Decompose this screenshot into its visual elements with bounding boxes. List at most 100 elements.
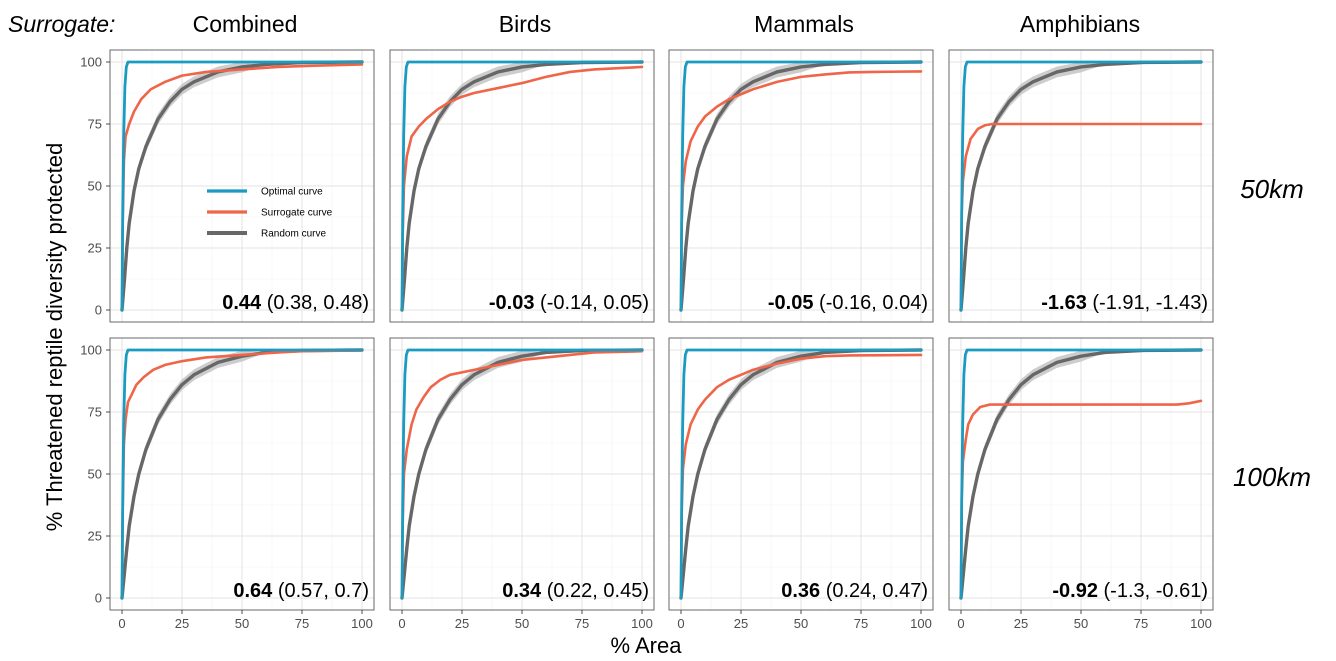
stat-ci: (-0.14, 0.05) — [534, 292, 649, 314]
x-tick-label: 0 — [118, 616, 125, 631]
y-tick-label: 25 — [88, 529, 102, 544]
stat-ci: (-1.3, -0.61) — [1098, 580, 1208, 602]
optimal-curve — [400, 60, 644, 312]
x-tick-label: 50 — [1074, 616, 1088, 631]
optimal-curve — [959, 348, 1203, 600]
stat-value: 0.34 — [502, 580, 542, 602]
panel-50km-amphibians: -1.63 (-1.91, -1.43) — [948, 49, 1214, 323]
y-tick-label: 50 — [88, 467, 102, 482]
y-tick-label: 50 — [88, 179, 102, 194]
x-tick-label: 50 — [794, 616, 808, 631]
x-tick-label: 100 — [351, 616, 373, 631]
optimal-curve — [959, 60, 1203, 312]
stat-value: -0.92 — [1052, 580, 1098, 602]
column-title-combined: Combined — [193, 11, 298, 37]
optimal-curve — [120, 348, 364, 600]
panel-100km-amphibians: 0 25 50 75 100 -0.92 (-1.3, -0.61) — [948, 337, 1214, 631]
surrogate-curve — [400, 65, 644, 312]
stat-value: -1.63 — [1041, 292, 1087, 314]
x-axis-title: % Area — [611, 633, 683, 658]
column-title-mammals: Mammals — [754, 11, 854, 37]
legend-label-optimal: Optimal curve — [261, 187, 323, 198]
column-title-birds: Birds — [499, 11, 551, 37]
x-tick-label: 25 — [455, 616, 469, 631]
panel-50km-mammals: -0.05 (-0.16, 0.04) — [668, 49, 934, 323]
column-titles: Combined Birds Mammals Amphibians — [193, 11, 1141, 37]
y-tick-label: 75 — [88, 405, 102, 420]
y-tick-label: 100 — [80, 55, 102, 70]
x-tick-label: 25 — [1014, 616, 1028, 631]
optimal-curve — [679, 60, 923, 312]
panel-border — [389, 49, 655, 323]
stat-annotation: -0.92 (-1.3, -0.61) — [1052, 580, 1208, 602]
x-tick-label: 100 — [631, 616, 653, 631]
random-curve — [959, 60, 1203, 312]
y-tick-label: 25 — [88, 241, 102, 256]
optimal-curve — [679, 348, 923, 600]
x-tick-label: 50 — [515, 616, 529, 631]
row-label-50km: 50km — [1240, 174, 1304, 204]
x-tick-label: 75 — [295, 616, 309, 631]
y-axis-title: % Threatened reptile diversity protected — [42, 143, 67, 531]
stat-ci: (0.57, 0.7) — [272, 580, 369, 602]
panels: 0 25 50 75 100 0.44 (0.38, 0.48) Optimal curve… — [80, 49, 1214, 631]
legend-label-random: Random curve — [261, 229, 326, 240]
y-tick-label: 0 — [95, 303, 102, 318]
y-tick-label: 75 — [88, 117, 102, 132]
random-curve — [120, 60, 364, 312]
stat-ci: (0.38, 0.48) — [261, 292, 369, 314]
x-tick-label: 50 — [235, 616, 249, 631]
x-tick-label: 100 — [1190, 616, 1212, 631]
panel-border — [948, 49, 1214, 323]
stat-value: 0.64 — [233, 580, 273, 602]
panel-100km-mammals: 0 25 50 75 100 0.36 (0.24, 0.47) — [668, 337, 934, 631]
column-title-amphibians: Amphibians — [1020, 11, 1140, 37]
x-tick-label: 0 — [398, 616, 405, 631]
panel-100km-birds: 0 25 50 75 100 0.34 (0.22, 0.45) — [389, 337, 655, 631]
stat-annotation: -0.05 (-0.16, 0.04) — [768, 292, 928, 314]
legend: Optimal curve Surrogate curve Random curve — [207, 187, 333, 240]
stat-value: -0.05 — [768, 292, 814, 314]
random-curve — [400, 60, 644, 312]
x-tick-label: 75 — [1134, 616, 1148, 631]
surrogate-curve — [400, 349, 644, 600]
stat-value: 0.36 — [781, 580, 820, 602]
row-label-100km: 100km — [1233, 462, 1311, 492]
y-tick-label: 100 — [80, 343, 102, 358]
y-tick-label: 0 — [95, 591, 102, 606]
stat-annotation: -0.03 (-0.14, 0.05) — [489, 292, 649, 314]
x-tick-label: 100 — [910, 616, 932, 631]
stat-ci: (-0.16, 0.04) — [813, 292, 928, 314]
stat-annotation: 0.36 (0.24, 0.47) — [781, 580, 928, 602]
x-tick-label: 0 — [677, 616, 684, 631]
random-curve — [679, 60, 923, 312]
panel-50km-birds: -0.03 (-0.14, 0.05) — [389, 49, 655, 323]
stat-annotation: 0.64 (0.57, 0.7) — [233, 580, 369, 602]
x-tick-label: 0 — [957, 616, 964, 631]
surrogate-curve — [679, 353, 923, 600]
panel-border — [668, 49, 934, 323]
x-tick-label: 75 — [575, 616, 589, 631]
random-curve — [400, 348, 644, 600]
random-curve — [679, 348, 923, 600]
stat-annotation: -1.63 (-1.91, -1.43) — [1041, 292, 1208, 314]
surrogate-label: Surrogate: — [8, 11, 115, 37]
surrogate-curve — [679, 70, 923, 312]
stat-ci: (0.22, 0.45) — [541, 580, 649, 602]
stat-value: 0.44 — [222, 292, 262, 314]
stat-annotation: 0.34 (0.22, 0.45) — [502, 580, 649, 602]
stat-ci: (-1.91, -1.43) — [1087, 292, 1208, 314]
stat-ci: (0.24, 0.47) — [820, 580, 928, 602]
panel-100km-combined: 0 25 50 75 100 0 25 50 75 100 0.64 (0.57, 0.7) — [80, 337, 375, 631]
x-tick-label: 75 — [854, 616, 868, 631]
legend-label-surrogate: Surrogate curve — [261, 208, 333, 219]
random-curve — [959, 348, 1203, 600]
x-tick-label: 25 — [175, 616, 189, 631]
stat-annotation: 0.44 (0.38, 0.48) — [222, 292, 369, 314]
x-tick-label: 25 — [734, 616, 748, 631]
optimal-curve — [120, 60, 364, 312]
panel-50km-combined: 0 25 50 75 100 0.44 (0.38, 0.48) Optimal curve… — [80, 49, 375, 323]
stat-value: -0.03 — [489, 292, 535, 314]
row-labels: 50km 100km — [1233, 174, 1311, 492]
